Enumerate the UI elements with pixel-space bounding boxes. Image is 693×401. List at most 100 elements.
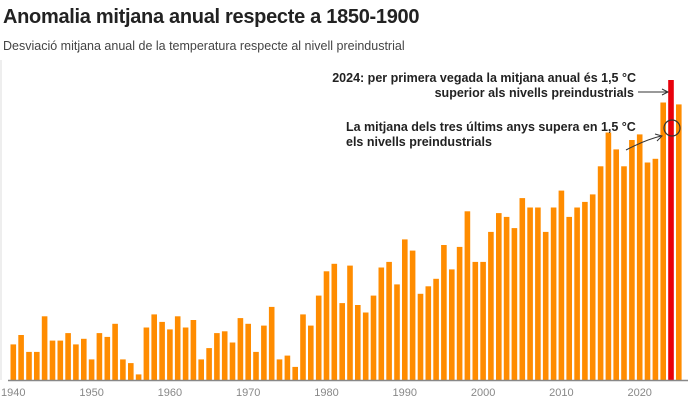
bar-1969	[237, 318, 244, 380]
bar-1940	[10, 344, 17, 380]
bar-2009	[550, 207, 557, 380]
bar-1973	[268, 306, 275, 380]
bar-1978	[308, 325, 314, 380]
bar-1954	[120, 359, 126, 380]
x-tick-label: 1990	[393, 387, 417, 399]
bar-1944	[41, 316, 48, 381]
annotation-3yr-line1: La mitjana dels tres últims anys supera …	[346, 120, 636, 134]
bar-1991	[409, 250, 416, 380]
bar-1947	[65, 333, 71, 380]
bar-1990	[402, 239, 408, 380]
bar-1994	[433, 278, 439, 381]
bar-1980	[323, 271, 330, 380]
bar-1984	[355, 305, 361, 380]
bar-2019	[629, 140, 635, 380]
bar-2024	[668, 80, 674, 380]
bar-1996	[449, 269, 455, 380]
annotation-2024-arrowhead	[661, 88, 670, 96]
bar-2006	[527, 207, 533, 380]
bar-2023	[660, 102, 666, 380]
bar-1997	[456, 246, 463, 380]
bar-2015	[597, 166, 604, 380]
bar-2004	[511, 228, 518, 380]
x-tick-label: 1950	[79, 387, 103, 399]
annotation-3yr-line2: els nivells preindustrials	[346, 135, 492, 149]
bar-2014	[589, 194, 596, 380]
bar-2021	[644, 162, 651, 380]
bar-2011	[566, 216, 572, 380]
chart-title: Anomalia mitjana anual respecte a 1850-1…	[3, 6, 420, 28]
bar-2005	[519, 198, 526, 380]
bar-1998	[464, 211, 471, 381]
bar-1955	[128, 363, 134, 380]
bar-2025	[676, 104, 682, 381]
annotation-3yr-arrowhead	[654, 133, 663, 142]
bar-2013	[582, 201, 588, 380]
bar-2008	[542, 231, 549, 380]
bar-1976	[292, 366, 298, 380]
x-tick-label: 2000	[471, 387, 495, 399]
bar-1981	[331, 263, 338, 381]
bar-1960	[167, 329, 173, 380]
bar-1951	[96, 333, 103, 380]
x-tick-label: 1980	[314, 387, 338, 399]
bar-1943	[34, 351, 40, 380]
bar-1975	[284, 355, 291, 380]
bar-1999	[472, 261, 479, 380]
bar-2000	[480, 261, 486, 380]
bar-1941	[18, 335, 24, 380]
bar-1988	[386, 261, 392, 380]
annotation-2024-line1: 2024: per primera vegada la mitjana anua…	[332, 71, 636, 85]
bar-2001	[488, 231, 494, 380]
annotation-3yr-circle	[663, 119, 681, 137]
x-tick-label: 2020	[627, 387, 651, 399]
bar-1970	[245, 323, 251, 381]
x-tick-label: 1940	[1, 387, 25, 399]
bar-1961	[174, 316, 181, 381]
bar-1958	[151, 314, 157, 380]
annotation-3yr-arrow	[625, 135, 662, 151]
bar-1957	[143, 327, 150, 380]
bar-1977	[300, 314, 306, 380]
bar-1959	[159, 321, 165, 380]
bar-2022	[652, 158, 659, 381]
bar-1953	[112, 323, 118, 381]
x-tick-label: 1960	[158, 387, 182, 399]
bar-1985	[362, 312, 369, 380]
bar-1946	[57, 340, 64, 380]
bar-1950	[88, 359, 95, 380]
bar-1982	[339, 303, 345, 380]
bar-2002	[496, 213, 502, 380]
bar-1942	[26, 351, 32, 380]
bar-1952	[104, 336, 111, 380]
annotation-2024-line2: superior als nivells preindustrials	[435, 86, 634, 100]
bar-1995	[441, 245, 447, 380]
bar-1965	[206, 348, 212, 380]
bar-1974	[276, 359, 283, 380]
bar-1993	[425, 286, 432, 381]
bar-1945	[49, 340, 56, 380]
bar-1992	[417, 293, 424, 381]
bar-1971	[253, 351, 259, 380]
bar-1963	[190, 320, 197, 380]
bar-1966	[214, 333, 220, 380]
bar-2007	[535, 207, 541, 380]
bar-2020	[636, 134, 643, 380]
bar-1949	[81, 338, 87, 381]
bar-1987	[378, 267, 385, 380]
bar-1989	[394, 284, 400, 380]
bar-2003	[503, 216, 510, 380]
bar-1967	[221, 331, 228, 381]
bar-1956	[135, 374, 142, 380]
x-tick-label: 2010	[549, 387, 573, 399]
bar-1972	[261, 325, 267, 380]
bar-1979	[315, 295, 322, 380]
bar-1948	[73, 344, 79, 380]
bar-2012	[574, 207, 580, 380]
bar-2018	[621, 166, 627, 380]
x-tick-label: 1970	[236, 387, 260, 399]
bar-2017	[613, 149, 619, 380]
bar-1962	[182, 327, 189, 380]
